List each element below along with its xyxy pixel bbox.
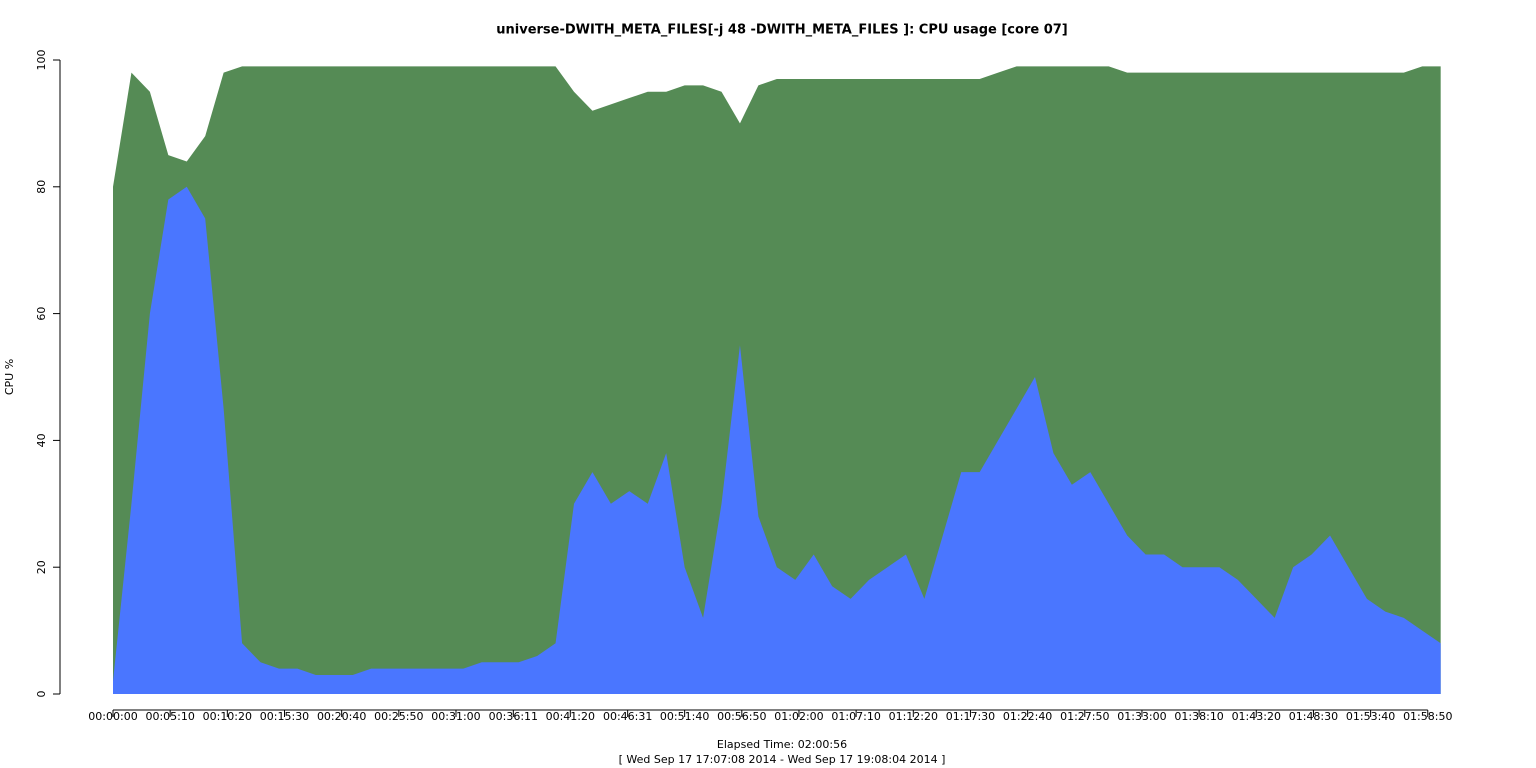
- x-tick-label: 01:38:10: [1174, 710, 1223, 723]
- x-tick-label: 00:25:50: [374, 710, 423, 723]
- y-tick-label: 60: [35, 307, 48, 321]
- x-tick-label: 00:46:31: [603, 710, 652, 723]
- subtitle: [ Wed Sep 17 17:07:08 2014 - Wed Sep 17 …: [619, 753, 946, 766]
- chart-title: universe-DWITH_META_FILES[-j 48 -DWITH_M…: [496, 23, 1067, 38]
- x-axis-label: Elapsed Time: 02:00:56: [717, 738, 847, 751]
- y-tick-label: 100: [35, 50, 48, 71]
- x-tick-label: 01:12:20: [889, 710, 938, 723]
- x-tick-label: 01:27:50: [1060, 710, 1109, 723]
- x-tick-label: 00:36:11: [489, 710, 538, 723]
- y-tick-label: 80: [35, 180, 48, 194]
- x-tick-label: 01:07:10: [831, 710, 880, 723]
- x-tick-label: 01:53:40: [1346, 710, 1395, 723]
- x-tick-label: 01:33:00: [1117, 710, 1166, 723]
- x-tick-label: 01:43:20: [1232, 710, 1281, 723]
- y-tick-label: 0: [35, 691, 48, 698]
- y-tick-label: 20: [35, 560, 48, 574]
- x-tick-label: 00:31:00: [431, 710, 480, 723]
- x-tick-label: 00:00:00: [88, 710, 137, 723]
- x-tick-label: 00:51:40: [660, 710, 709, 723]
- y-axis-label: CPU %: [3, 359, 16, 395]
- area: [113, 186, 1441, 695]
- x-tick-label: 00:20:40: [317, 710, 366, 723]
- x-tick-label: 00:15:30: [260, 710, 309, 723]
- x-tick-label: 01:02:00: [774, 710, 823, 723]
- y-tick-label: 40: [35, 433, 48, 447]
- x-tick-label: 00:56:50: [717, 710, 766, 723]
- x-tick-label: 01:58:50: [1403, 710, 1452, 723]
- x-tick-label: 00:10:20: [203, 710, 252, 723]
- x-tick-label: 01:22:40: [1003, 710, 1052, 723]
- x-tick-label: 00:05:10: [145, 710, 194, 723]
- x-tick-label: 00:41:20: [546, 710, 595, 723]
- x-tick-label: 01:48:30: [1289, 710, 1338, 723]
- x-tick-label: 01:17:30: [946, 710, 995, 723]
